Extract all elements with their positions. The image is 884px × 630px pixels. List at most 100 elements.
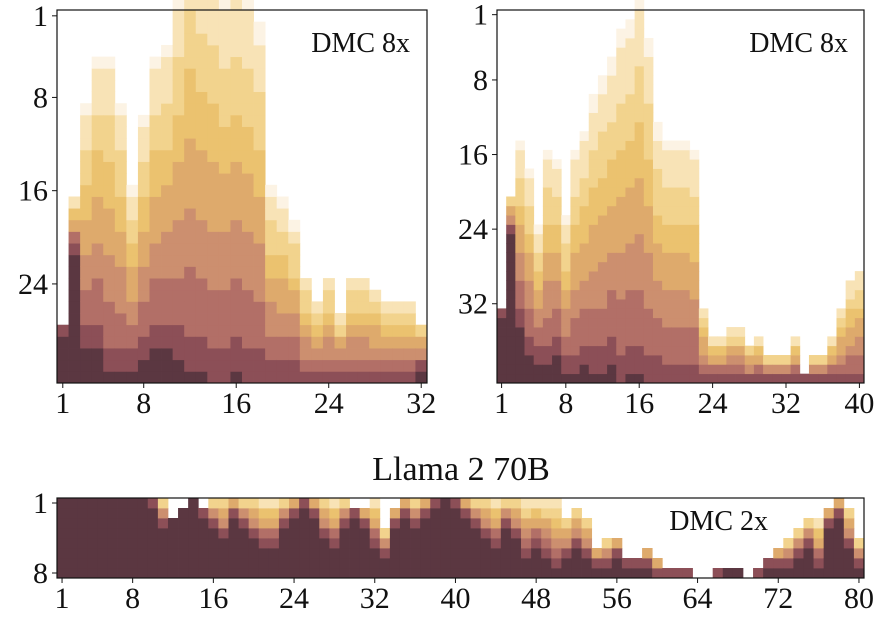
heatmap-cell: [607, 159, 617, 169]
heatmap-cell: [91, 79, 104, 92]
heatmap-cell: [218, 324, 231, 337]
heatmap-cell: [172, 184, 185, 197]
heatmap-cell: [278, 538, 290, 549]
heatmap-cell: [91, 56, 104, 69]
heatmap-cell: [230, 219, 243, 232]
heatmap-cell: [167, 518, 179, 529]
heatmap-cell: [114, 219, 127, 232]
heatmap-cell: [607, 75, 617, 85]
heatmap-cell: [248, 548, 260, 559]
heatmap-cell: [172, 91, 185, 104]
heatmap-cell: [230, 336, 243, 349]
heatmap-cell: [137, 336, 150, 349]
heatmap-cell: [157, 508, 169, 519]
heatmap-cell: [588, 93, 599, 104]
heatmap-cell: [634, 112, 645, 123]
heatmap-cell: [379, 548, 391, 559]
heatmap-cell: [460, 548, 471, 559]
heatmap-cell: [149, 359, 162, 372]
heatmap-cell: [242, 138, 254, 151]
heatmap-cell: [588, 205, 599, 216]
heatmap-cell: [103, 208, 116, 221]
heatmap-cell: [662, 568, 673, 579]
heatmap-cell: [634, 224, 645, 235]
heatmap-cell: [68, 243, 81, 256]
heatmap-cell: [588, 177, 599, 188]
heatmap-cell: [238, 518, 250, 529]
heatmap-cell: [680, 336, 691, 347]
heatmap-cell: [597, 261, 608, 272]
heatmap-cell: [97, 528, 108, 539]
heatmap-cell: [415, 371, 428, 384]
heatmap-cell: [607, 299, 617, 309]
heatmap-cell: [137, 548, 149, 559]
heatmap-cell: [552, 196, 562, 207]
heatmap-cell: [208, 528, 219, 539]
heatmap-cell: [242, 126, 254, 139]
heatmap-cell: [515, 224, 525, 235]
heatmap-cell: [588, 233, 599, 244]
heatmap-cell: [652, 205, 663, 216]
heatmap-cell: [579, 215, 590, 225]
heatmap-cell: [276, 336, 289, 349]
heatmap-cell: [616, 196, 626, 207]
heatmap-cell: [490, 528, 502, 539]
heatmap-cell: [579, 168, 590, 179]
heatmap-cell: [552, 233, 562, 244]
heatmap-cell: [625, 19, 636, 30]
heatmap-cell: [195, 103, 208, 116]
heatmap-cell: [334, 359, 347, 372]
heatmap-cell: [854, 317, 865, 328]
heatmap-cell: [570, 261, 580, 272]
heatmap-cell: [253, 371, 266, 384]
heatmap-cell: [258, 558, 270, 569]
heatmap-cell: [480, 528, 492, 539]
heatmap-cell: [680, 299, 691, 309]
heatmap-cell: [662, 261, 672, 272]
heatmap-cell: [228, 508, 239, 519]
heatmap-cell: [97, 508, 108, 519]
heatmap-cell: [178, 518, 189, 529]
heatmap-cell: [230, 56, 243, 69]
heatmap-cell: [311, 336, 324, 349]
heatmap-cell: [652, 345, 663, 356]
heatmap-cell: [68, 301, 81, 314]
heatmap-cell: [91, 301, 104, 314]
heatmap-cell: [97, 538, 108, 549]
panel-label: DMC 8x: [311, 28, 410, 59]
heatmap-cell: [288, 243, 301, 256]
heatmap-cell: [616, 364, 626, 375]
heatmap-cell: [570, 336, 580, 347]
heatmap-cell: [198, 528, 209, 539]
heatmap-cell: [843, 568, 855, 579]
heatmap-cell: [634, 187, 645, 197]
heatmap-cell: [542, 327, 553, 337]
heatmap-cell: [689, 187, 700, 197]
heatmap-cell: [184, 138, 197, 151]
heatmap-cell: [57, 359, 69, 372]
heatmap-cell: [161, 184, 174, 197]
heatmap-cell: [403, 371, 416, 384]
heatmap-cell: [80, 313, 93, 326]
heatmap-cell: [57, 528, 68, 539]
heatmap-cell: [107, 548, 118, 559]
heatmap-cell: [114, 103, 127, 116]
heatmap-cell: [643, 205, 654, 216]
heatmap-cell: [552, 355, 562, 365]
heatmap-cell: [531, 568, 542, 579]
heatmap-cell: [218, 266, 231, 279]
heatmap-cell: [607, 205, 617, 216]
heatmap-cell: [440, 558, 451, 569]
heatmap-cell: [506, 243, 516, 253]
heatmap-cell: [689, 224, 700, 235]
heatmap-cell: [625, 28, 636, 39]
heatmap-cell: [91, 371, 104, 384]
heatmap-cell: [399, 498, 411, 509]
heatmap-cell: [91, 278, 104, 291]
heatmap-cell: [533, 224, 544, 235]
heatmap-cell: [524, 168, 535, 179]
heatmap-cell: [790, 364, 801, 375]
heatmap-cell: [57, 568, 68, 579]
heatmap-cell: [680, 224, 691, 235]
heatmap-cell: [299, 348, 312, 361]
